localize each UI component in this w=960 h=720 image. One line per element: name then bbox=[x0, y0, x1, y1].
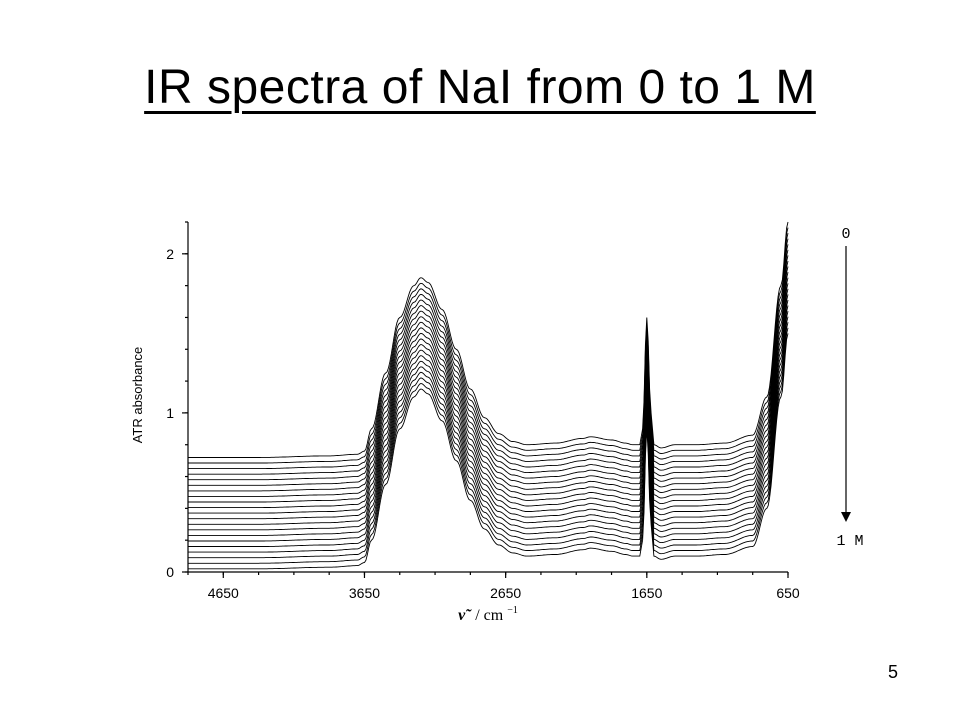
x-axis-label-exponent: −1 bbox=[507, 605, 518, 616]
slide-title: IR spectra of NaI from 0 to 1 M bbox=[144, 61, 816, 114]
spectrum-line-19 bbox=[188, 232, 789, 470]
y-tick-label: 0 bbox=[166, 564, 174, 580]
x-tick-label: 2650 bbox=[490, 585, 521, 601]
axes: 0 1 2 4650 3650 2650 1650 650 bbox=[166, 221, 800, 601]
spectrum-line-17 bbox=[188, 244, 789, 481]
spectra-lines bbox=[188, 221, 789, 570]
spectrum-line-7 bbox=[188, 299, 789, 536]
y-axis-label: ATR absorbance bbox=[130, 347, 145, 444]
spectrum-line-11 bbox=[188, 277, 789, 514]
y-tick-label: 1 bbox=[166, 405, 174, 421]
page-number: 5 bbox=[887, 662, 898, 682]
spectrum-line-12 bbox=[188, 271, 789, 509]
spectrum-line-13 bbox=[188, 266, 789, 503]
x-tick-label: 3650 bbox=[349, 585, 380, 601]
spectrum-line-2 bbox=[188, 327, 789, 564]
x-axis-label-symbol: ν̃ bbox=[458, 607, 472, 624]
spectrum-line-18 bbox=[188, 238, 789, 475]
spectrum-line-4 bbox=[188, 316, 789, 553]
x-axis-label: ν̃ / cm −1 bbox=[458, 605, 518, 624]
x-tick-label: 4650 bbox=[208, 585, 239, 601]
concentration-label-top: 0 bbox=[841, 226, 850, 243]
spectrum-line-20 bbox=[188, 227, 789, 464]
concentration-arrow-head bbox=[841, 512, 851, 522]
spectrum-line-9 bbox=[188, 288, 789, 525]
spectrum-line-1 bbox=[188, 333, 789, 570]
spectrum-line-10 bbox=[188, 283, 789, 520]
y-tick-label: 2 bbox=[166, 246, 174, 262]
spectrum-line-5 bbox=[188, 310, 789, 547]
spectrum-line-15 bbox=[188, 255, 789, 492]
spectrum-line-14 bbox=[188, 260, 789, 497]
x-tick-label: 1650 bbox=[631, 585, 662, 601]
spectrum-line-3 bbox=[188, 322, 789, 559]
concentration-arrow: 0 1 M bbox=[836, 226, 863, 550]
spectrum-line-21 bbox=[188, 221, 789, 458]
spectrum-line-8 bbox=[188, 294, 789, 531]
concentration-label-bottom: 1 M bbox=[836, 533, 863, 550]
x-axis-label-unit: / cm bbox=[475, 607, 504, 624]
spectrum-line-6 bbox=[188, 305, 789, 542]
x-tick-label: 650 bbox=[776, 585, 800, 601]
spectrum-line-16 bbox=[188, 249, 789, 486]
